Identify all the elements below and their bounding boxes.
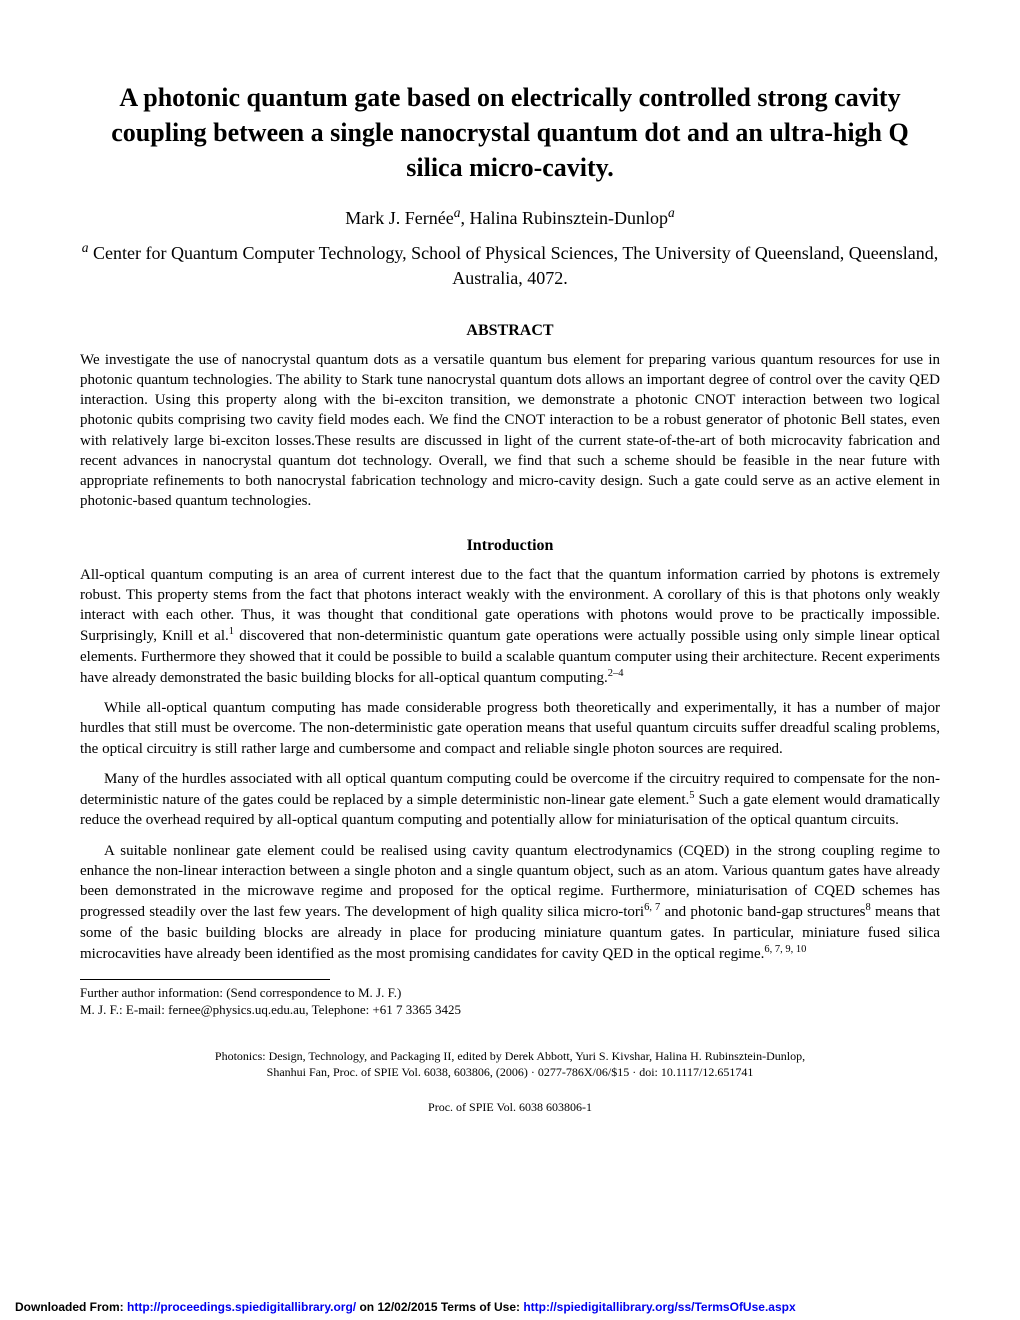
terms-label: Terms of Use: bbox=[438, 1300, 524, 1314]
intro-para-3: Many of the hurdles associated with all … bbox=[80, 769, 940, 831]
intro-para-4: A suitable nonlinear gate element could … bbox=[80, 841, 940, 965]
page-marker: Proc. of SPIE Vol. 6038 603806-1 bbox=[80, 1100, 940, 1115]
download-bar: Downloaded From: http://proceedings.spie… bbox=[0, 1300, 1020, 1314]
citation-block: Photonics: Design, Technology, and Packa… bbox=[80, 1049, 940, 1080]
abstract-heading: ABSTRACT bbox=[80, 322, 940, 340]
download-url[interactable]: http://proceedings.spiedigitallibrary.or… bbox=[127, 1300, 356, 1314]
paper-title: A photonic quantum gate based on electri… bbox=[80, 80, 940, 185]
intro-para-2: While all-optical quantum computing has … bbox=[80, 698, 940, 759]
terms-url[interactable]: http://spiedigitallibrary.org/ss/TermsOf… bbox=[523, 1300, 795, 1314]
downloaded-from-label: Downloaded From: bbox=[15, 1300, 127, 1314]
authors: Mark J. Fernéea, Halina Rubinsztein-Dunl… bbox=[80, 205, 940, 229]
citation-line-1: Photonics: Design, Technology, and Packa… bbox=[80, 1049, 940, 1065]
footnote-line-2: M. J. F.: E-mail: fernee@physics.uq.edu.… bbox=[80, 1002, 940, 1019]
footnote-rule bbox=[80, 979, 330, 980]
download-date: on 12/02/2015 bbox=[356, 1300, 437, 1314]
footnote-line-1: Further author information: (Send corres… bbox=[80, 985, 940, 1002]
abstract-text: We investigate the use of nanocrystal qu… bbox=[80, 350, 940, 512]
intro-para-1: All-optical quantum computing is an area… bbox=[80, 565, 940, 689]
citation-line-2: Shanhui Fan, Proc. of SPIE Vol. 6038, 60… bbox=[80, 1065, 940, 1081]
introduction-heading: Introduction bbox=[80, 537, 940, 555]
affiliation: a Center for Quantum Computer Technology… bbox=[80, 239, 940, 291]
